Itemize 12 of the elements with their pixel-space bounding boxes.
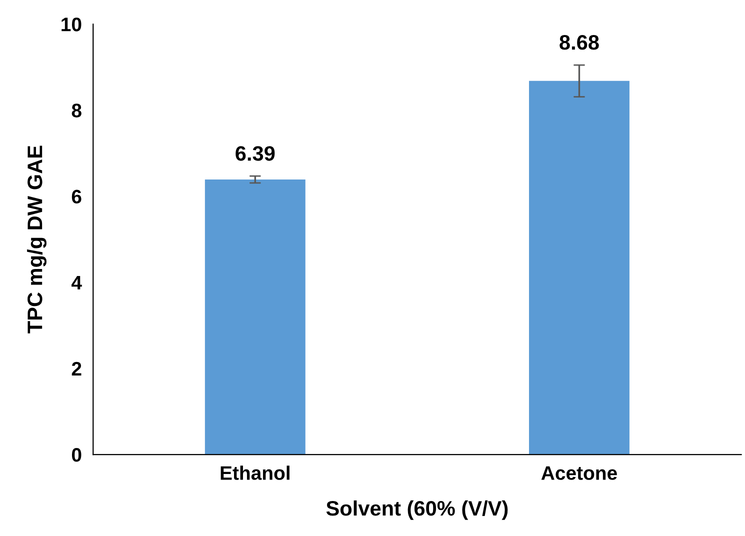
y-tick-label: 0 [72, 448, 82, 462]
x-axis-title: Solvent (60% (V/V) [326, 500, 508, 520]
y-tick-label: 10 [62, 18, 82, 32]
x-tick-label: Acetone [541, 466, 617, 480]
data-label: 6.39 [236, 146, 275, 161]
y-tick-label: 8 [72, 104, 82, 118]
y-tick-label: 6 [72, 190, 82, 204]
x-tick-label: Ethanol [220, 466, 290, 480]
y-axis-title: TPC mg/g DW GAE [26, 146, 46, 334]
y-tick-label: 4 [71, 276, 82, 290]
data-label: 8.68 [560, 35, 599, 50]
y-tick-label: 2 [72, 362, 82, 376]
